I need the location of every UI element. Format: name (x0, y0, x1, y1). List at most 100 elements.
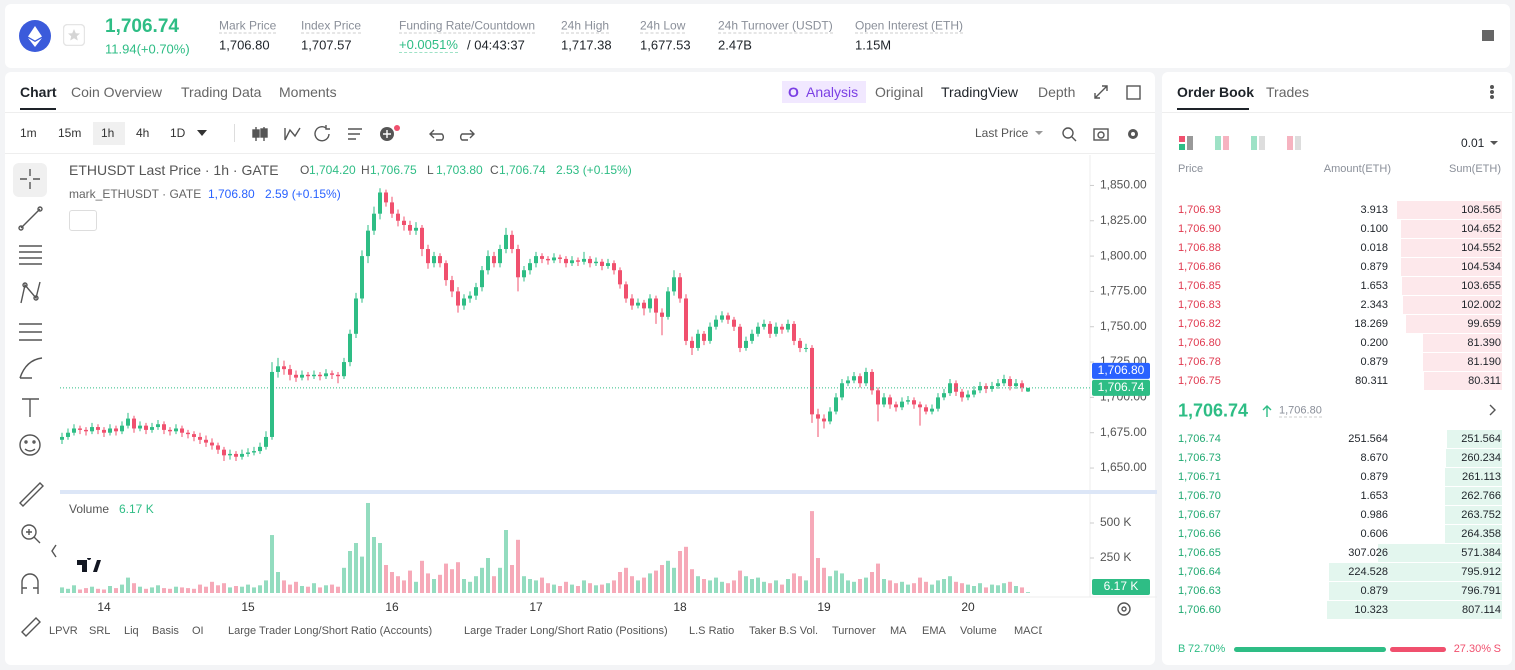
y-tick-label: 1,775.00 (1100, 284, 1147, 298)
favorite-button[interactable] (63, 24, 85, 46)
book-sum: 262.766 (1461, 490, 1501, 502)
volume-bar (162, 588, 166, 593)
book-tab[interactable]: Order Book (1177, 84, 1255, 100)
candle-body (888, 397, 892, 405)
book-price: 1,706.88 (1178, 242, 1221, 254)
volume-bar (660, 565, 664, 593)
volume-bar (306, 586, 310, 593)
volume-bar (264, 580, 268, 593)
indicator[interactable]: OI (192, 625, 204, 637)
chart-tab[interactable]: Chart (20, 84, 57, 100)
volume-bar (402, 580, 406, 593)
volume-bar (240, 586, 244, 593)
volume-bar (324, 585, 328, 593)
book-mark-price: 1,706.80 (1279, 404, 1322, 418)
candle-body (918, 404, 922, 408)
y-tick-label: 1,825.00 (1100, 213, 1147, 227)
window-icon[interactable] (1126, 85, 1142, 101)
volume-bar (702, 579, 706, 593)
toolbar-collapse[interactable] (50, 543, 58, 559)
volume-bar (258, 585, 262, 593)
volume-bar (396, 576, 400, 593)
interval[interactable]: 1D (170, 126, 186, 140)
x-tick-label: 16 (385, 600, 399, 614)
book-price: 1,706.65 (1178, 547, 1221, 559)
legend-key: H (361, 163, 370, 177)
chart-tab[interactable]: Moments (279, 84, 337, 100)
eth-logo (19, 20, 51, 52)
price-source-dropdown[interactable] (1034, 129, 1044, 137)
interval-dropdown[interactable] (196, 128, 208, 138)
x-tick-label: 14 (97, 600, 111, 614)
order-book-menu[interactable] (1488, 84, 1496, 100)
volume-bar (456, 562, 460, 593)
precision[interactable]: 0.01 (1461, 136, 1485, 150)
price-source[interactable]: Last Price (975, 126, 1029, 140)
settings-icon[interactable] (1116, 601, 1132, 617)
indicator[interactable]: Volume (960, 625, 997, 637)
volume-bar (294, 581, 298, 593)
precision-dropdown[interactable] (1489, 139, 1499, 147)
legend-collapse[interactable] (69, 210, 97, 231)
interval[interactable]: 1m (20, 126, 37, 140)
chart-tab[interactable]: Trading Data (181, 84, 262, 100)
candle-body (768, 323, 772, 334)
indicator[interactable]: L.S Ratio (689, 625, 735, 637)
depth-bar (1400, 239, 1502, 257)
book-sum: 104.552 (1461, 242, 1501, 254)
volume-bar (192, 588, 196, 593)
candle-body (456, 291, 460, 306)
indicator[interactable]: Basis (152, 625, 179, 637)
indicator[interactable]: MA (890, 625, 907, 637)
indicator[interactable]: Turnover (832, 625, 876, 637)
stat-label: 24h Turnover (USDT) (718, 18, 833, 34)
book-layout-icons[interactable] (1178, 135, 1308, 151)
candle-body (780, 326, 784, 330)
indicator[interactable]: Liq (124, 625, 139, 637)
indicator[interactable]: LPVR (49, 625, 78, 637)
chart-tools-right[interactable] (1060, 125, 1142, 143)
candle-body (690, 340, 694, 348)
chart-tab[interactable]: Coin Overview (71, 84, 163, 100)
volume-bar (180, 587, 184, 593)
indicator[interactable]: EMA (922, 625, 946, 637)
candle-body (594, 261, 598, 264)
view-tab[interactable]: Depth (1038, 84, 1076, 100)
volume-bar (972, 586, 976, 593)
interval[interactable]: 4h (136, 126, 150, 140)
volume-bar (690, 569, 694, 593)
volume-bar (336, 586, 340, 593)
indicator[interactable]: SRL (89, 625, 111, 637)
candle-body (660, 312, 664, 317)
view-tab[interactable]: Analysis (806, 84, 859, 100)
candle-body (666, 291, 670, 317)
book-separator (1162, 112, 1512, 113)
view-tab[interactable]: TradingView (941, 84, 1019, 100)
book-price: 1,706.82 (1178, 318, 1221, 330)
book-sum: 796.791 (1461, 585, 1501, 597)
indicator[interactable]: MACD (1014, 625, 1042, 637)
book-expand[interactable] (1488, 403, 1498, 417)
indicator[interactable]: Large Trader Long/Short Ratio (Accounts) (228, 625, 433, 637)
expand-icon[interactable] (1093, 84, 1109, 100)
book-tab[interactable]: Trades (1266, 84, 1310, 100)
candle-body (378, 192, 382, 214)
volume-bar (684, 546, 688, 593)
drawing-toolbar[interactable] (12, 160, 50, 640)
indicator[interactable]: Large Trader Long/Short Ratio (Positions… (464, 625, 668, 637)
interval[interactable]: 15m (58, 126, 82, 140)
x-tick-label: 20 (961, 600, 975, 614)
interval[interactable]: 1h (101, 126, 115, 140)
depth-bar (1405, 315, 1502, 333)
volume-bar (312, 583, 316, 593)
chart-toolbar-icons[interactable] (250, 124, 480, 144)
book-sum: 81.190 (1467, 356, 1501, 368)
book-icon[interactable] (1480, 28, 1496, 44)
mark-legend: 2.59 (+0.15%) (265, 187, 341, 201)
view-tab[interactable]: Original (875, 84, 924, 100)
volume-bar (210, 581, 214, 593)
indicator[interactable]: Taker B.S Vol. (749, 625, 819, 637)
book-price: 1,706.66 (1178, 528, 1221, 540)
candle-body (414, 227, 418, 231)
legend-value: 1,706.74 (499, 163, 546, 177)
